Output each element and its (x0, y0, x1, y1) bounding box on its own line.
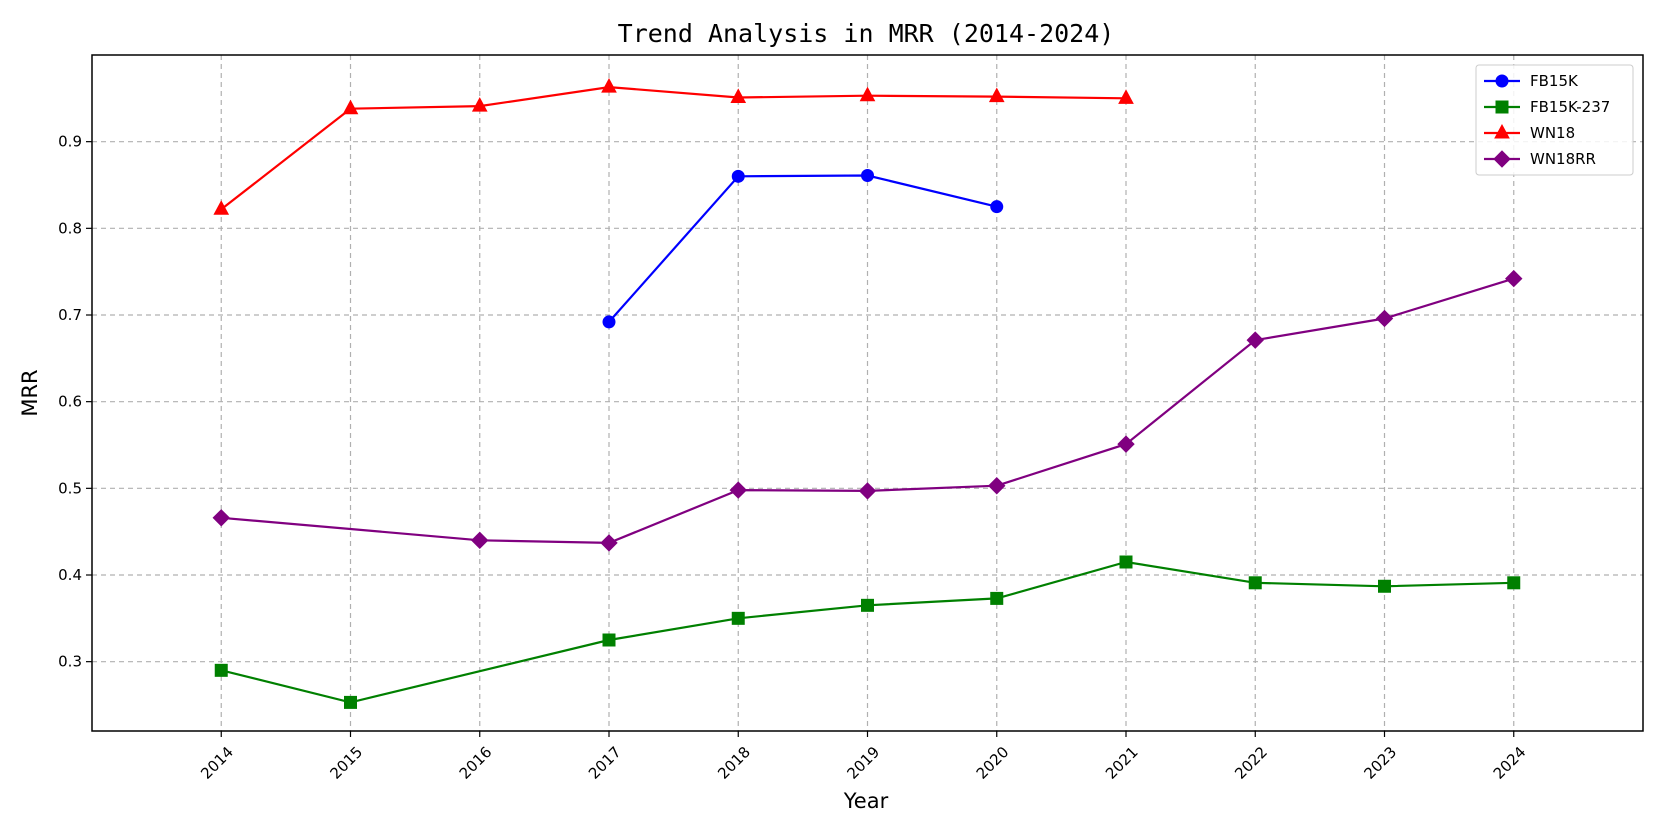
data-point-fb15k-237 (344, 695, 357, 709)
data-point-wn18 (471, 97, 488, 112)
data-point-fb15k-237 (1378, 579, 1391, 593)
series-fb15k-237 (214, 555, 1521, 709)
x-tick-label: 2022 (1231, 743, 1271, 783)
x-tick-label: 2020 (973, 743, 1013, 783)
data-point-fb15k-237 (731, 611, 745, 625)
x-tick-label: 2021 (1102, 743, 1142, 783)
data-point-wn18rr (471, 531, 489, 550)
x-axis-label: Year (843, 789, 889, 813)
legend-entry: WN18RR (1484, 150, 1596, 168)
data-point-fb15k-237 (990, 591, 1004, 605)
y-tick-label: 0.9 (58, 133, 82, 151)
y-tick-label: 0.8 (58, 219, 82, 237)
data-point-wn18rr (212, 509, 230, 527)
x-tick-label: 2014 (197, 743, 237, 783)
data-point-fb15k (861, 168, 874, 182)
series-layer (212, 78, 1523, 709)
y-tick-label: 0.7 (58, 306, 82, 324)
legend-marker (1495, 74, 1509, 88)
data-point-fb15k-237 (861, 598, 874, 612)
legend-marker (1495, 100, 1509, 114)
data-point-fb15k-237 (602, 633, 616, 647)
data-point-wn18rr (729, 481, 747, 499)
data-point-wn18 (601, 78, 617, 93)
legend-label: FB15K (1530, 72, 1579, 90)
legend: FB15K FB15K-237 WN18 WN18RR (1475, 64, 1634, 176)
legend-box (1475, 64, 1634, 176)
data-point-wn18rr (600, 534, 618, 552)
data-point-fb15k-237 (1248, 576, 1262, 590)
legend-marker (1494, 123, 1510, 139)
y-tick-label: 0.4 (58, 566, 82, 584)
data-point-wn18rr (1117, 435, 1135, 453)
data-point-wn18rr (1505, 269, 1523, 288)
legend-entry: WN18 (1484, 123, 1575, 142)
series-line-wn18 (220, 85, 1127, 211)
x-tick-label: 2019 (844, 743, 884, 783)
grid-layer (92, 55, 1643, 731)
data-point-fb15k (990, 200, 1004, 214)
x-tick-label: 2024 (1490, 743, 1530, 783)
legend-entry: FB15K (1484, 72, 1579, 90)
data-point-wn18 (988, 87, 1005, 103)
series-wn18rr (212, 269, 1523, 552)
legend-entry: FB15K-237 (1484, 98, 1610, 116)
legend-label: WN18RR (1530, 150, 1596, 168)
x-tick-label: 2016 (456, 743, 496, 783)
data-point-fb15k-237 (1119, 555, 1133, 569)
y-axis-label: MRR (18, 369, 42, 416)
data-point-wn18rr (1246, 331, 1264, 349)
data-point-wn18 (1118, 89, 1134, 104)
x-tick-label: 2015 (327, 743, 367, 783)
data-point-wn18rr (858, 482, 877, 500)
x-tick-label: 2017 (585, 743, 625, 783)
y-tick-label: 0.6 (58, 393, 82, 411)
x-tick-label: 2018 (714, 743, 754, 783)
data-point-fb15k (602, 315, 616, 329)
series-line-fb15k (608, 174, 998, 323)
chart-title: Trend Analysis in MRR (2014-2024) (618, 19, 1115, 48)
data-point-fb15k-237 (1507, 576, 1521, 590)
data-point-wn18 (859, 86, 876, 102)
legend-label: FB15K-237 (1530, 98, 1610, 116)
series-line-wn18rr (221, 277, 1515, 545)
data-point-wn18rr (988, 477, 1006, 495)
x-tick-label: 2023 (1361, 743, 1401, 783)
series-line-fb15k-237 (221, 560, 1514, 704)
data-point-wn18 (342, 99, 359, 115)
legend-label: WN18 (1530, 124, 1575, 142)
y-tick-label: 0.3 (58, 653, 82, 671)
data-point-fb15k-237 (214, 663, 228, 677)
series-wn18 (213, 78, 1134, 215)
data-point-wn18rr (1375, 309, 1394, 328)
data-point-fb15k (731, 169, 745, 183)
data-point-wn18 (730, 88, 747, 103)
series-fb15k (602, 168, 1004, 329)
y-tick-label: 0.5 (58, 479, 82, 497)
legend-marker (1493, 150, 1511, 168)
data-point-wn18 (213, 200, 230, 215)
